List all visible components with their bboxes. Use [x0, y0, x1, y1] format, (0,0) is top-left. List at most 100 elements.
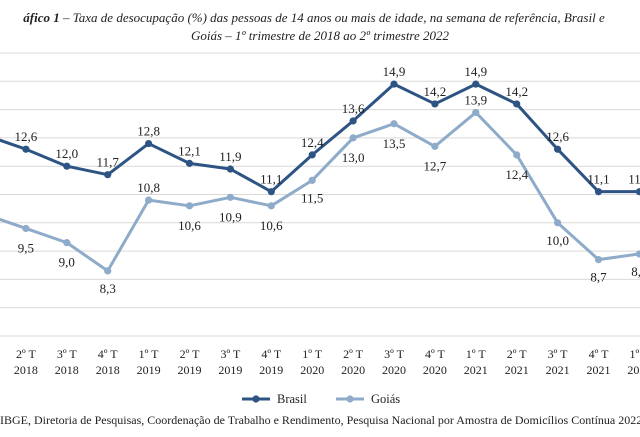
- x-tick-year: 2019: [137, 363, 161, 377]
- legend-label-goias: Goiás: [371, 392, 400, 406]
- data-label-goias: 8,7: [590, 270, 607, 285]
- x-tick-year: 2020: [382, 363, 406, 377]
- data-label-brasil: 11,1: [587, 172, 609, 187]
- data-label-brasil: 14,9: [383, 64, 406, 79]
- x-tick-label: 2º T: [16, 347, 37, 361]
- data-point-brasil: [22, 145, 30, 153]
- chart-title-text: – Taxa de desocupação (%) das pessoas de…: [59, 10, 605, 25]
- data-point-brasil: [185, 159, 194, 167]
- grid-lines: [0, 52, 640, 337]
- data-label-brasil: 12,6: [15, 129, 38, 144]
- data-point-brasil: [472, 80, 480, 88]
- data-label-brasil: 12,6: [546, 129, 569, 144]
- data-point-goias: [390, 120, 398, 128]
- data-point-goias: [185, 202, 194, 210]
- data-point-goias: [635, 250, 640, 258]
- data-point-goias: [349, 134, 357, 142]
- legend-label-brasil: Brasil: [277, 392, 307, 406]
- data-label-brasil: 12,8: [137, 124, 160, 139]
- x-tick-label: 1º T: [302, 347, 323, 361]
- x-tick-year: 2021: [587, 363, 611, 377]
- data-label-goias: 8,3: [100, 281, 116, 296]
- chart-title-line2: Goiás – 1º trimestre de 2018 ao 2º trime…: [190, 28, 450, 43]
- data-point-brasil: [513, 100, 521, 108]
- data-label-goias: 10,9: [219, 209, 242, 224]
- series-line-goias: [0, 110, 640, 273]
- x-tick-label: 1º T: [466, 347, 487, 361]
- x-tick-year: 2019: [178, 363, 202, 377]
- x-tick-year: 2018: [14, 363, 38, 377]
- x-tick-label: 4º T: [98, 347, 119, 361]
- data-point-goias: [145, 196, 153, 204]
- data-label-brasil: 14,2: [424, 84, 447, 99]
- data-label-goias: 13,0: [342, 150, 365, 165]
- x-tick-label: 2º T: [343, 347, 364, 361]
- data-label-goias: 12,7: [424, 158, 447, 173]
- source-note: IBGE, Diretoria de Pesquisas, Coordenaçã…: [0, 413, 640, 427]
- data-label-brasil: 13,6: [342, 101, 365, 116]
- data-point-goias: [267, 202, 275, 210]
- x-tick-label: 1º T: [629, 347, 640, 361]
- data-label-goias: 12,4: [505, 167, 528, 182]
- data-label-brasil: 14,9: [464, 64, 487, 79]
- data-point-goias: [226, 193, 234, 201]
- data-label-goias: 13,9: [464, 92, 487, 107]
- x-tick-year: 2021: [505, 363, 529, 377]
- data-point-brasil: [308, 151, 316, 159]
- data-label-goias: 9,0: [59, 255, 75, 270]
- data-label-brasil: 12,4: [301, 135, 324, 150]
- chart-title-prefix: áfico 1: [23, 10, 60, 25]
- x-tick-label: 1º T: [139, 347, 160, 361]
- x-tick-year: 2018: [55, 363, 79, 377]
- data-point-goias: [472, 108, 480, 117]
- x-tick-label: 3º T: [384, 347, 405, 361]
- data-label-brasil: 11,1: [260, 172, 282, 187]
- data-point-brasil: [390, 80, 398, 88]
- data-point-goias: [22, 224, 30, 233]
- data-point-goias: [308, 176, 316, 184]
- x-tick-year: 2019: [218, 363, 242, 377]
- data-labels: 12,6 12,0 11,7 12,8 12,1 11,9 11,1 12,4 13,6 14,9…: [15, 64, 640, 296]
- x-tick-label: 2º T: [180, 347, 201, 361]
- data-point-goias: [431, 142, 439, 150]
- x-tick-label: 4º T: [589, 347, 610, 361]
- data-label-brasil: 11,1: [628, 172, 640, 187]
- data-point-goias: [594, 255, 603, 264]
- data-point-brasil: [267, 188, 275, 196]
- data-label-goias: 8,9: [631, 264, 640, 279]
- x-tick-label: 4º T: [261, 347, 282, 361]
- x-tick-label: 3º T: [220, 347, 241, 361]
- data-point-brasil: [63, 162, 71, 170]
- data-point-goias: [104, 267, 112, 275]
- data-label-brasil: 11,9: [219, 149, 241, 164]
- chart-title-line1: áfico 1 – Taxa de desocupação (%) das pe…: [0, 10, 634, 26]
- x-tick-year: 2020: [300, 363, 324, 377]
- series-layer: [0, 80, 640, 275]
- data-point-brasil: [594, 188, 603, 196]
- data-point-goias: [63, 239, 71, 247]
- series-line-brasil: [0, 82, 640, 195]
- data-label-goias: 10,8: [137, 180, 160, 195]
- data-label-goias: 10,6: [260, 218, 283, 233]
- x-tick-year: 2019: [259, 363, 283, 377]
- x-tick-year: 2018: [96, 363, 120, 377]
- x-tick-year: 2021: [464, 363, 488, 377]
- data-label-goias: 10,6: [178, 218, 201, 233]
- x-tick-year: 2022: [627, 363, 640, 377]
- x-tick-year: 2020: [423, 363, 447, 377]
- data-label-goias: 11,5: [301, 190, 323, 205]
- data-point-brasil: [554, 145, 562, 153]
- data-label-goias: 13,5: [383, 136, 406, 151]
- data-point-brasil: [431, 100, 439, 108]
- data-label-brasil: 12,0: [55, 146, 78, 161]
- data-point-brasil: [104, 171, 112, 179]
- x-tick-year: 2020: [341, 363, 365, 377]
- x-tick-label: 3º T: [57, 347, 78, 361]
- x-tick-label: 3º T: [548, 347, 569, 361]
- data-point-brasil: [635, 188, 640, 196]
- legend-marker-goias: [346, 395, 354, 403]
- x-tick-label: 2º T: [507, 347, 528, 361]
- legend: Brasil Goiás: [242, 392, 400, 406]
